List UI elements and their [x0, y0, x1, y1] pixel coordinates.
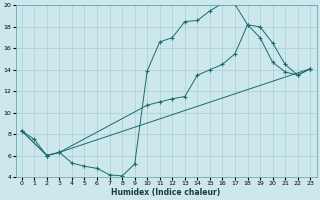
X-axis label: Humidex (Indice chaleur): Humidex (Indice chaleur): [111, 188, 221, 197]
